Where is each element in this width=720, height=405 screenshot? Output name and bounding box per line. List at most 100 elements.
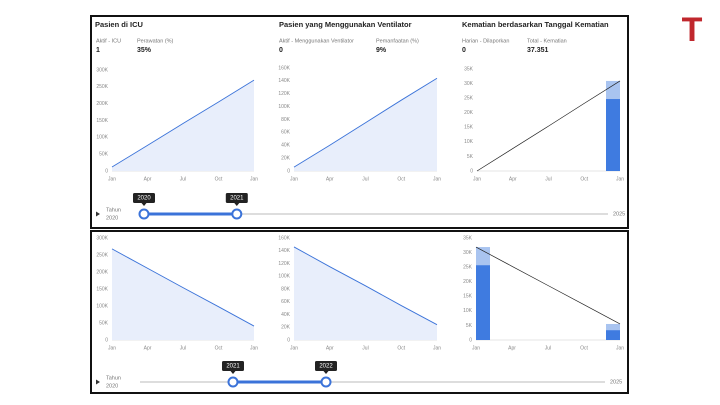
tooltip [222, 361, 244, 371]
y-tick-label: 15K [463, 294, 473, 300]
tooltip [133, 193, 155, 203]
y-tick-label: 100K [96, 135, 108, 141]
x-tick-label: Jul [362, 345, 368, 351]
y-tick-label: 120K [278, 261, 290, 267]
kpi-value: 0 [462, 47, 466, 54]
kpi-label: Pemanfaatan (%) [376, 38, 419, 44]
x-tick-label: Apr [144, 176, 152, 182]
x-tick-label: Jan [290, 176, 298, 182]
kpi-value: 0 [279, 47, 283, 54]
tooltip-arrow [234, 203, 240, 206]
chart-title: Kematian berdasarkan Tanggal Kematian [462, 20, 609, 29]
x-tick-label: Jan [616, 345, 624, 351]
kpi-value: 1 [96, 47, 100, 54]
tooltip-text: 2022 [319, 364, 333, 370]
chart-title: Pasien di ICU [95, 20, 143, 29]
x-tick-label: Apr [508, 345, 516, 351]
y-tick-label: 300K [96, 67, 108, 73]
y-tick-label: 35K [463, 235, 473, 241]
kpi-value: 37.351 [527, 47, 549, 54]
x-tick-label: Jan [108, 345, 116, 351]
y-tick-label: 40K [281, 143, 291, 149]
y-tick-label: 50K [99, 151, 109, 157]
kpi-label: Aktif - Menggunakan Ventilator [279, 38, 354, 44]
kpi-label: Perawatan (%) [137, 38, 174, 44]
x-tick-label: Jan [616, 176, 624, 182]
slider-min: 2020 [106, 215, 118, 221]
x-tick-label: Oct [397, 176, 405, 182]
x-tick-label: Jul [180, 345, 186, 351]
line [111, 248, 255, 327]
play-button[interactable] [96, 379, 100, 385]
x-tick-label: Jan [472, 345, 480, 351]
x-tick-label: Jan [473, 176, 481, 182]
y-tick-label: 30K [463, 250, 473, 256]
y-tick-label: 20K [281, 155, 291, 161]
y-tick-label: 20K [464, 110, 474, 116]
y-tick-label: 200K [96, 101, 108, 107]
slider-label: Tahun [106, 375, 121, 381]
x-tick-label: Oct [580, 176, 588, 182]
x-tick-label: Oct [215, 345, 223, 351]
bar [606, 80, 620, 100]
y-tick-label: 20K [463, 279, 473, 285]
y-tick-label: 40K [281, 312, 291, 318]
y-tick-label: 60K [281, 130, 291, 136]
kpi-label: Aktif - ICU [96, 38, 121, 44]
y-tick-label: 10K [464, 139, 474, 145]
x-tick-label: Apr [144, 345, 152, 351]
slider-handle[interactable] [231, 208, 243, 220]
y-tick-label: 0 [470, 168, 473, 174]
bar [606, 323, 620, 331]
x-tick-label: Jan [108, 176, 116, 182]
x-tick-label: Jul [545, 345, 551, 351]
y-tick-label: 100K [278, 104, 290, 110]
x-tick-label: Oct [215, 176, 223, 182]
x-tick-label: Oct [397, 345, 405, 351]
y-tick-label: 15K [464, 125, 474, 131]
x-tick-label: Apr [326, 176, 334, 182]
line [476, 80, 621, 172]
y-tick-label: 120K [278, 91, 290, 97]
y-tick-label: 35K [464, 66, 474, 72]
kpi-label: Total - Kematian [527, 38, 567, 44]
y-tick-label: 100K [278, 274, 290, 280]
bar [476, 265, 490, 340]
play-button[interactable] [96, 211, 100, 217]
area [112, 80, 254, 171]
y-tick-label: 150K [96, 286, 108, 292]
tooltip-arrow [141, 203, 147, 206]
y-tick-label: 20K [281, 325, 291, 331]
tooltip [315, 361, 337, 371]
line [475, 246, 621, 325]
y-tick-label: 25K [464, 95, 474, 101]
bar [606, 99, 620, 171]
bar [606, 330, 620, 340]
kpi-value: 35% [137, 47, 152, 54]
chart-title: Pasien yang Menggunakan Ventilator [279, 20, 412, 29]
slider-handle[interactable] [320, 376, 332, 388]
tooltip-text: 2020 [137, 196, 151, 202]
y-tick-label: 60K [281, 299, 291, 305]
x-tick-label: Jul [362, 176, 368, 182]
tooltip-text: 2021 [230, 196, 244, 202]
x-tick-label: Jan [250, 345, 258, 351]
y-tick-label: 0 [105, 168, 108, 174]
x-tick-label: Jan [433, 345, 441, 351]
x-tick-label: Apr [509, 176, 517, 182]
line [111, 79, 255, 168]
y-tick-label: 0 [105, 337, 108, 343]
slider-handle[interactable] [227, 376, 239, 388]
slider-max: 2025 [610, 379, 622, 385]
logo: T [682, 11, 703, 49]
line [293, 77, 438, 168]
tooltip-arrow [230, 371, 236, 374]
y-tick-label: 300K [96, 235, 108, 241]
y-tick-label: 140K [278, 248, 290, 254]
area [112, 248, 254, 340]
x-tick-label: Oct [580, 345, 588, 351]
y-tick-label: 200K [96, 269, 108, 275]
slider-min: 2020 [106, 383, 118, 389]
slider-handle[interactable] [138, 208, 150, 220]
